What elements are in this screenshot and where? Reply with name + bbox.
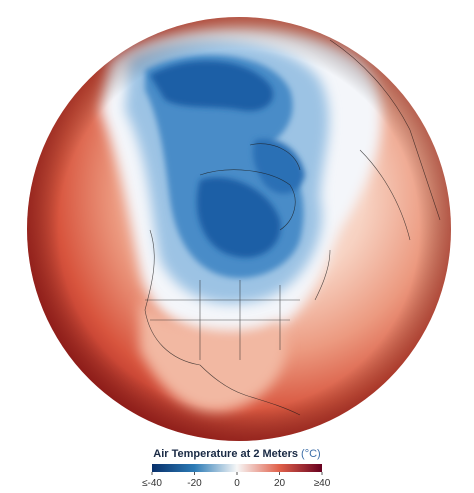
tick-label: ≤-40: [142, 478, 162, 489]
globe: [27, 17, 451, 441]
legend-ticks: ≤-40 -20 0 20 ≥40: [142, 472, 331, 489]
legend-unit: (°C): [301, 448, 321, 460]
tick-label: ≥40: [314, 478, 331, 489]
globe-limb: [27, 17, 451, 441]
legend-title: Air Temperature at 2 Meters (°C): [153, 448, 320, 460]
tick-label: 0: [234, 478, 240, 489]
tick-label: -20: [187, 478, 202, 489]
legend: Air Temperature at 2 Meters (°C) ≤-40 -20…: [142, 448, 331, 489]
tick-label: 20: [274, 478, 286, 489]
legend-title-text: Air Temperature at 2 Meters: [153, 448, 298, 460]
color-bar: [152, 464, 322, 472]
